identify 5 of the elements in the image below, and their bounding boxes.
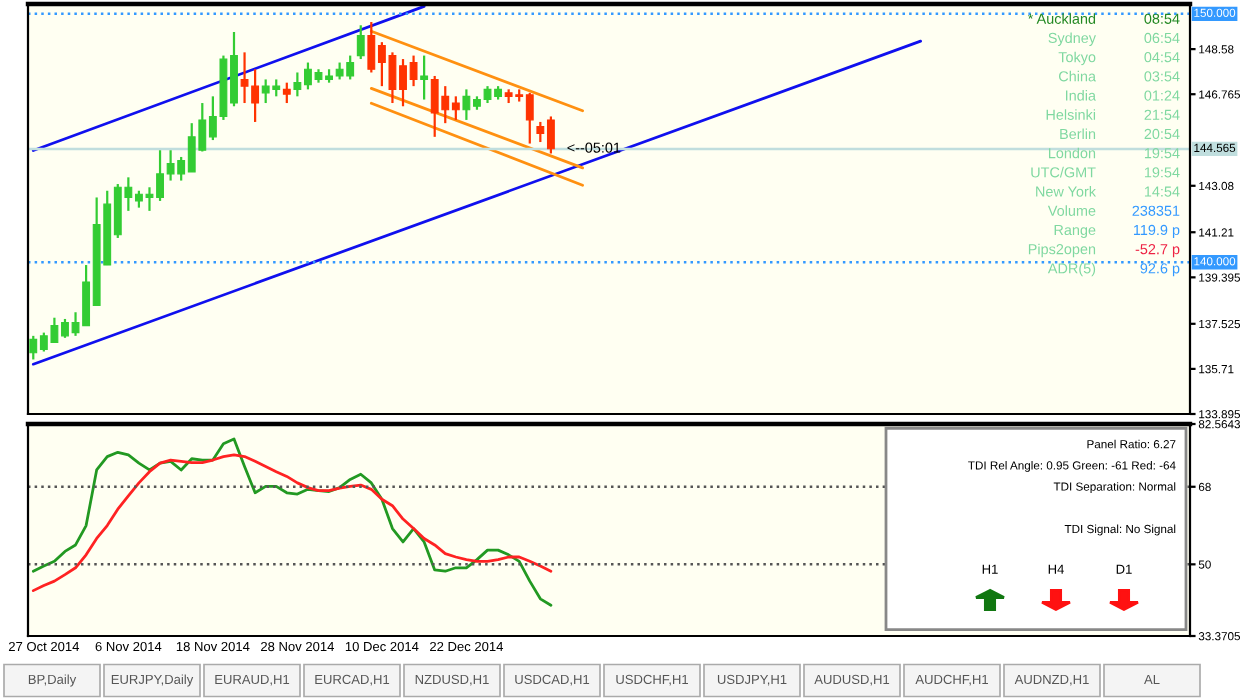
line-series [31, 437, 553, 607]
candlestick [282, 81, 291, 105]
line-series [31, 453, 553, 593]
candlestick [420, 54, 429, 101]
candlestick [356, 24, 365, 61]
